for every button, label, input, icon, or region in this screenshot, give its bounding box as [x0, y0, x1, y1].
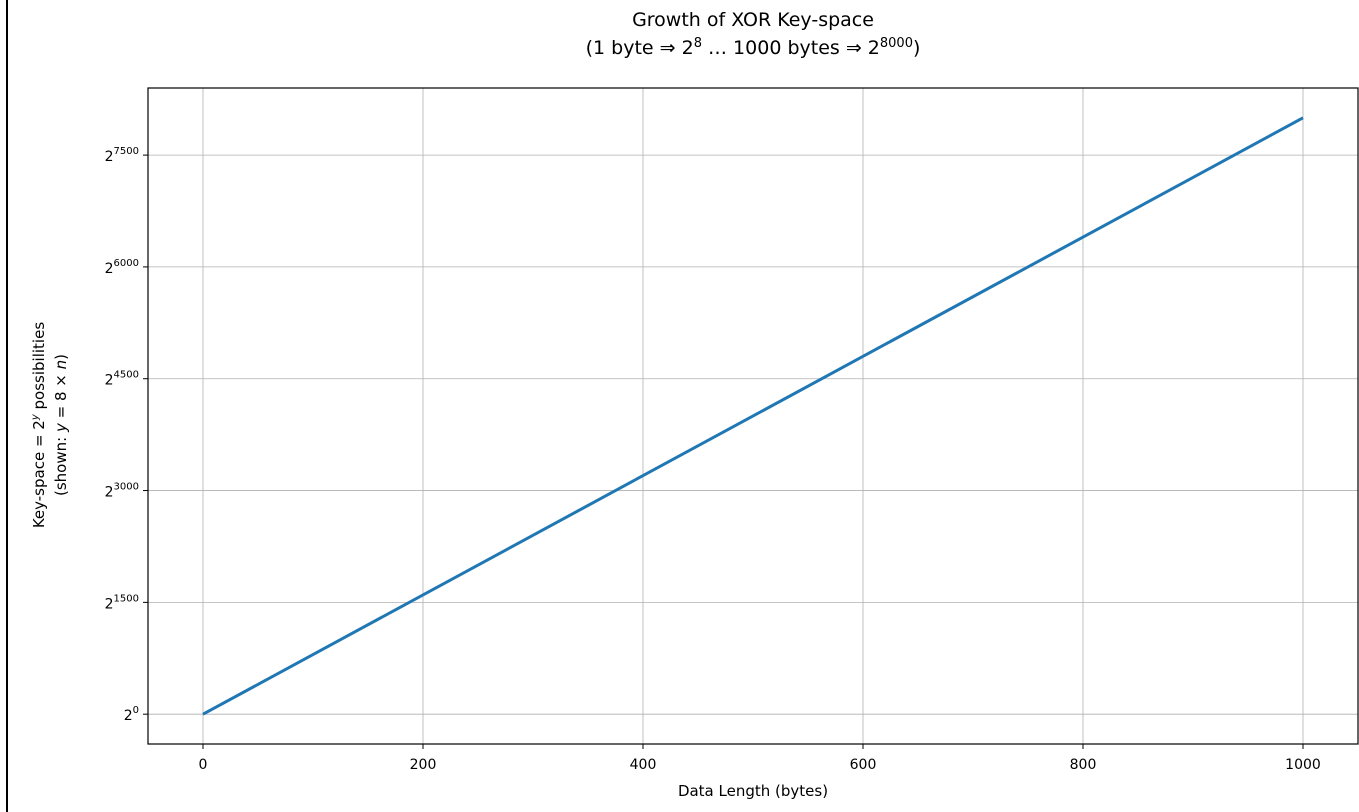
- y-tick-label: 21500: [105, 593, 139, 612]
- left-border: [6, 0, 8, 812]
- y-tick-label: 20: [124, 705, 139, 724]
- x-tick-label: 0: [199, 757, 208, 773]
- plot-frame: [147, 87, 1359, 745]
- y-tick-label: 24500: [105, 370, 139, 389]
- y-tick-label: 27500: [105, 146, 139, 165]
- chart-title-line1: Growth of XOR Key-space: [632, 9, 874, 31]
- tick-layer: 0 200 400 600 800 1000 20 21500 23000 24500 26000 2…: [105, 146, 1321, 773]
- y-tick-label: 23000: [105, 482, 139, 501]
- series-line: [202, 116, 1304, 716]
- series-layer: [202, 116, 1304, 716]
- y-tick-label: 26000: [105, 258, 139, 277]
- x-tick-label: 1000: [1285, 757, 1321, 773]
- x-axis-label: Data Length (bytes): [677, 782, 829, 800]
- x-tick-label: 400: [630, 757, 657, 773]
- x-tick-label: 800: [1070, 757, 1097, 773]
- x-tick-label: 200: [410, 757, 437, 773]
- chart-title-line2: (1 byte ⇒ 28 … 1000 bytes ⇒ 28000): [585, 36, 921, 59]
- grid-layer: [148, 88, 1358, 744]
- chart-title: Growth of XOR Key-space (1 byte ⇒ 28 … 1…: [148, 6, 1358, 62]
- x-tick-label: 600: [850, 757, 877, 773]
